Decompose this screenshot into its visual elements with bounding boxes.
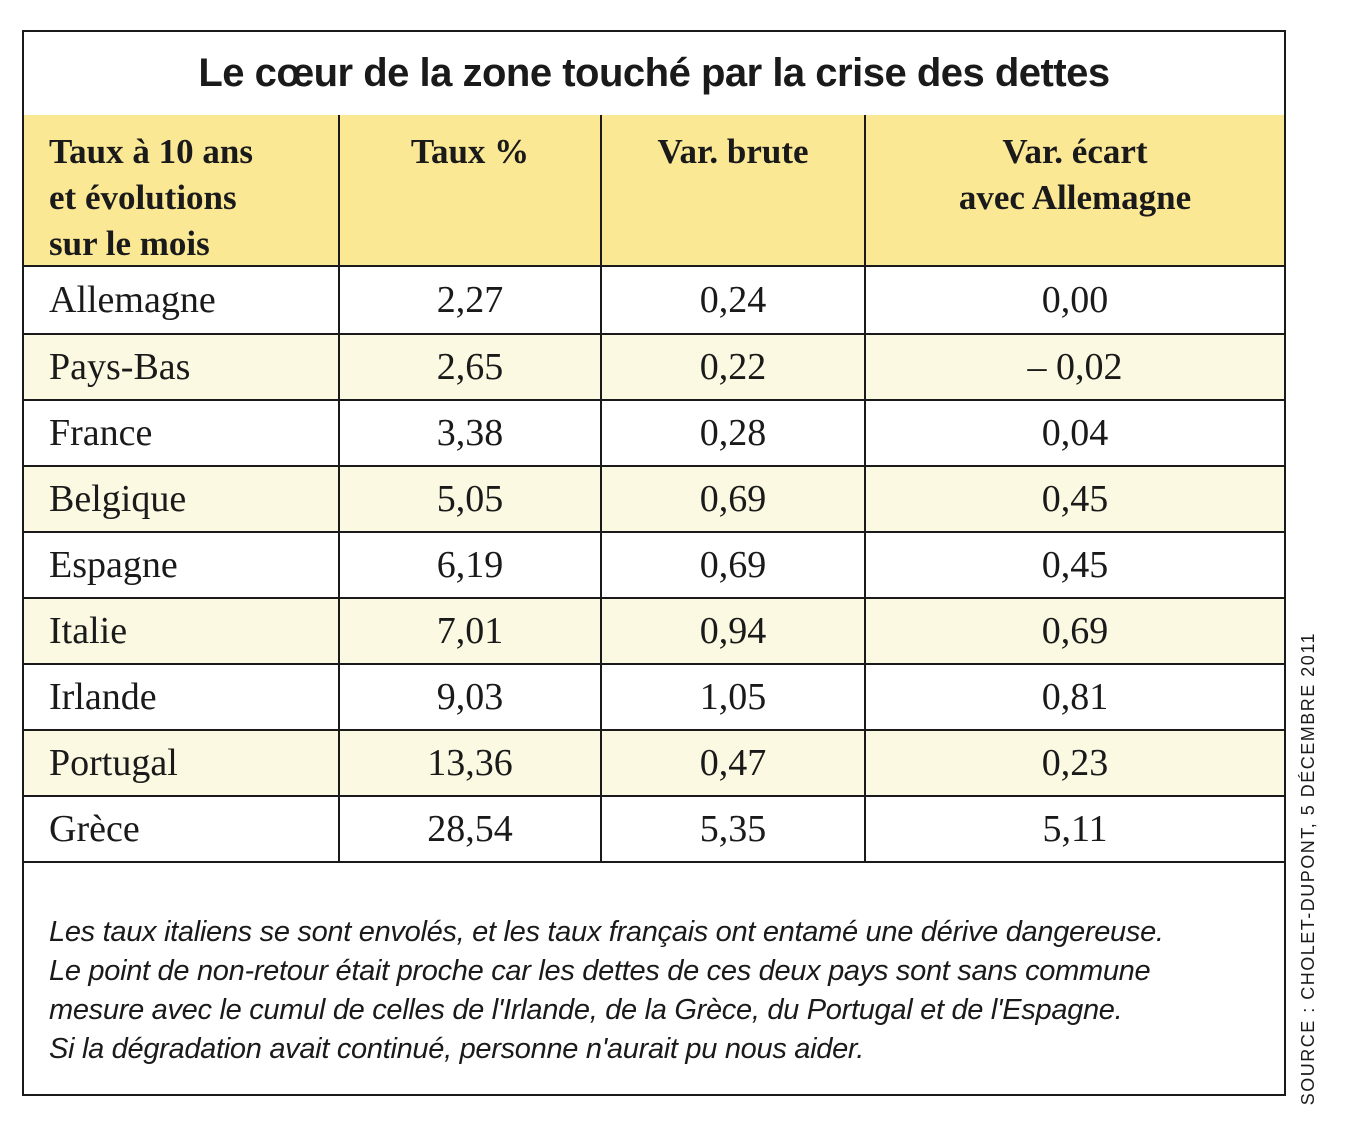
header-line: Var. écart bbox=[1002, 132, 1148, 171]
footnote-line: Si la dégradation avait continué, person… bbox=[49, 1033, 864, 1065]
country-cell: Allemagne bbox=[24, 267, 340, 333]
footnote-line: Le point de non-retour était proche car … bbox=[49, 955, 1151, 987]
var-brute-cell: 0,69 bbox=[602, 533, 866, 597]
country-cell: Belgique bbox=[24, 467, 340, 531]
country-cell: Espagne bbox=[24, 533, 340, 597]
footnote-line: mesure avec le cumul de celles de l'Irla… bbox=[49, 994, 1123, 1026]
table-frame: Le cœur de la zone touché par la crise d… bbox=[22, 30, 1286, 1096]
var-brute-cell: 0,94 bbox=[602, 599, 866, 663]
country-cell: Portugal bbox=[24, 731, 340, 795]
country-cell: Pays-Bas bbox=[24, 335, 340, 399]
table-row-france: France 3,38 0,28 0,04 bbox=[24, 399, 1284, 465]
table-row-pays-bas: Pays-Bas 2,65 0,22 – 0,02 bbox=[24, 333, 1284, 399]
taux-cell: 28,54 bbox=[340, 797, 602, 861]
footnote-block: Les taux italiens se sont envolés, et le… bbox=[24, 863, 1284, 1069]
header-line: avec Allemagne bbox=[958, 178, 1192, 217]
var-ecart-cell: 0,04 bbox=[1041, 412, 1109, 454]
var-brute-cell: 0,24 bbox=[602, 267, 866, 333]
var-ecart-cell: 0,45 bbox=[1041, 544, 1109, 586]
header-line: Var. brute bbox=[657, 132, 809, 171]
source-credit: SOURCE : CHOLET-DUPONT, 5 DÉCEMBRE 2011 bbox=[1298, 631, 1318, 1105]
title-band: Le cœur de la zone touché par la crise d… bbox=[24, 32, 1284, 115]
var-brute-cell: 5,35 bbox=[602, 797, 866, 861]
var-brute-cell: 0,47 bbox=[602, 731, 866, 795]
header-line: et évolutions bbox=[49, 178, 237, 217]
table-row-belgique: Belgique 5,05 0,69 0,45 bbox=[24, 465, 1284, 531]
table-row-portugal: Portugal 13,36 0,47 0,23 bbox=[24, 729, 1284, 795]
header-line: Taux à 10 ans bbox=[49, 132, 253, 171]
var-brute-cell: 0,28 bbox=[602, 401, 866, 465]
var-brute-cell: 1,05 bbox=[602, 665, 866, 729]
country-cell: Irlande bbox=[24, 665, 340, 729]
taux-cell: 3,38 bbox=[340, 401, 602, 465]
taux-cell: 9,03 bbox=[340, 665, 602, 729]
var-ecart-cell: 0,23 bbox=[1041, 742, 1109, 784]
taux-cell: 13,36 bbox=[340, 731, 602, 795]
var-ecart-cell: 5,11 bbox=[1042, 808, 1108, 850]
header-cell-taux-10-ans: Taux à 10 ans et évolutions sur le mois bbox=[24, 115, 340, 267]
table-row-grece: Grèce 28,54 5,35 5,11 bbox=[24, 795, 1284, 861]
header-cell-taux-pct: Taux % bbox=[340, 115, 602, 267]
header-cell-var-brute: Var. brute bbox=[602, 115, 866, 267]
table-row-allemagne: Allemagne 2,27 0,24 0,00 bbox=[24, 267, 1284, 333]
taux-cell: 7,01 bbox=[340, 599, 602, 663]
table-header-row: Taux à 10 ans et évolutions sur le mois … bbox=[24, 115, 1284, 267]
taux-cell: 2,65 bbox=[340, 335, 602, 399]
var-ecart-cell: 0,69 bbox=[1041, 610, 1109, 652]
header-line: Taux % bbox=[410, 132, 530, 171]
var-ecart-cell: 0,45 bbox=[1041, 478, 1109, 520]
chart-title: Le cœur de la zone touché par la crise d… bbox=[198, 51, 1110, 95]
var-ecart-cell: – 0,02 bbox=[1027, 346, 1123, 388]
var-brute-cell: 0,69 bbox=[602, 467, 866, 531]
header-cell-var-ecart: Var. écart avec Allemagne bbox=[866, 115, 1284, 267]
taux-cell: 2,27 bbox=[340, 267, 602, 333]
var-ecart-cell: 0,00 bbox=[1041, 279, 1109, 321]
country-cell: Italie bbox=[24, 599, 340, 663]
header-line: sur le mois bbox=[49, 224, 210, 263]
var-brute-cell: 0,22 bbox=[602, 335, 866, 399]
footnote-line: Les taux italiens se sont envolés, et le… bbox=[49, 916, 1164, 948]
table-body: Allemagne 2,27 0,24 0,00 Pays-Bas 2,65 0… bbox=[24, 265, 1284, 863]
taux-cell: 6,19 bbox=[340, 533, 602, 597]
var-ecart-cell: 0,81 bbox=[1041, 676, 1109, 718]
country-cell: Grèce bbox=[24, 797, 340, 861]
table-row-italie: Italie 7,01 0,94 0,69 bbox=[24, 597, 1284, 663]
taux-cell: 5,05 bbox=[340, 467, 602, 531]
country-cell: France bbox=[24, 401, 340, 465]
table-row-espagne: Espagne 6,19 0,69 0,45 bbox=[24, 531, 1284, 597]
table-row-irlande: Irlande 9,03 1,05 0,81 bbox=[24, 663, 1284, 729]
